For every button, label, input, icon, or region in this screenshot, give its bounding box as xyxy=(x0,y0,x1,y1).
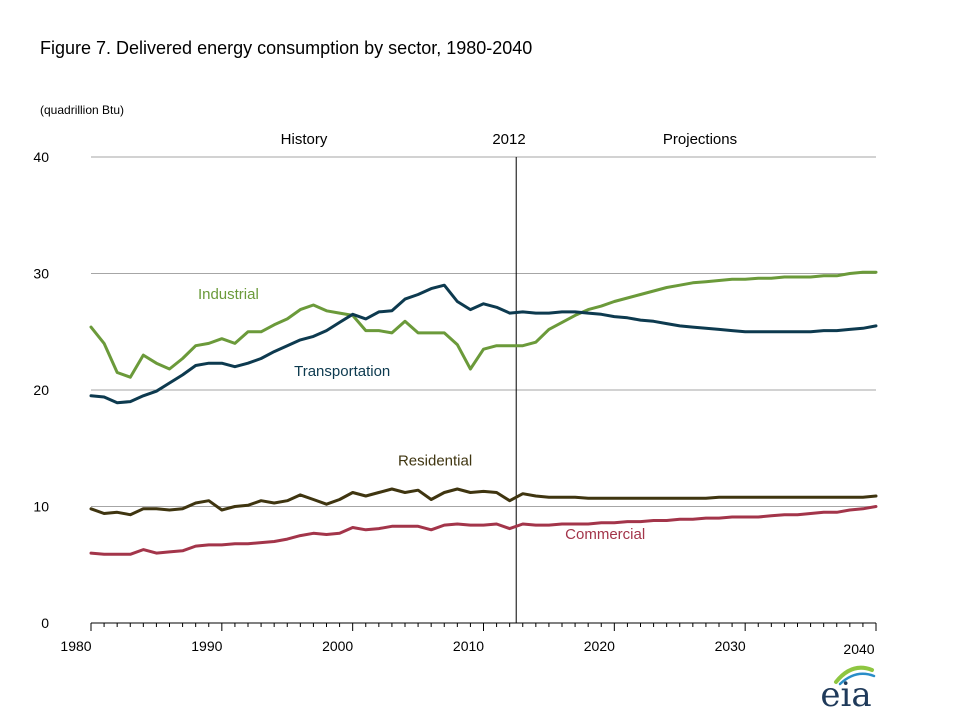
y-tick-label: 10 xyxy=(33,499,49,515)
x-tick-label: 2010 xyxy=(453,638,484,654)
series-lines xyxy=(89,270,878,556)
series-line-transportation xyxy=(89,283,878,405)
divider-year-label: 2012 xyxy=(492,131,525,148)
y-tick-label: 20 xyxy=(33,382,49,398)
projections-label: Projections xyxy=(663,131,737,148)
chart-title: Figure 7. Delivered energy consumption b… xyxy=(40,38,532,58)
y-tick-label: 0 xyxy=(41,615,49,631)
series-labels: Industrial Transportation Residential Comme… xyxy=(198,286,645,543)
x-tick-label: 2020 xyxy=(584,638,615,654)
x-tick-label: 1980 xyxy=(60,638,91,654)
x-tick-label: 2030 xyxy=(715,638,746,654)
series-label-commercial: Commercial xyxy=(565,526,645,543)
x-tick-label: 2000 xyxy=(322,638,353,654)
gridlines xyxy=(90,156,877,631)
eia-logo-swoosh xyxy=(834,665,874,684)
history-label: History xyxy=(281,131,328,148)
series-label-transportation: Transportation xyxy=(294,363,390,380)
series-line-industrial xyxy=(89,270,878,379)
y-tick-label: 40 xyxy=(33,149,49,165)
eia-logo: eia xyxy=(820,665,876,715)
series-line-commercial xyxy=(89,505,878,556)
eia-logo-mark: eia xyxy=(820,675,871,715)
series-label-industrial: Industrial xyxy=(198,286,259,303)
x-tick-label: 2040 xyxy=(843,641,874,657)
y-tick-label: 30 xyxy=(33,266,49,282)
y-axis-unit: (quadrillion Btu) xyxy=(40,103,124,117)
series-line-residential xyxy=(89,487,878,517)
eia-logo-swoosh-blue xyxy=(838,672,876,686)
series-label-residential: Residential xyxy=(398,453,472,470)
x-tick-label: 1990 xyxy=(191,638,222,654)
